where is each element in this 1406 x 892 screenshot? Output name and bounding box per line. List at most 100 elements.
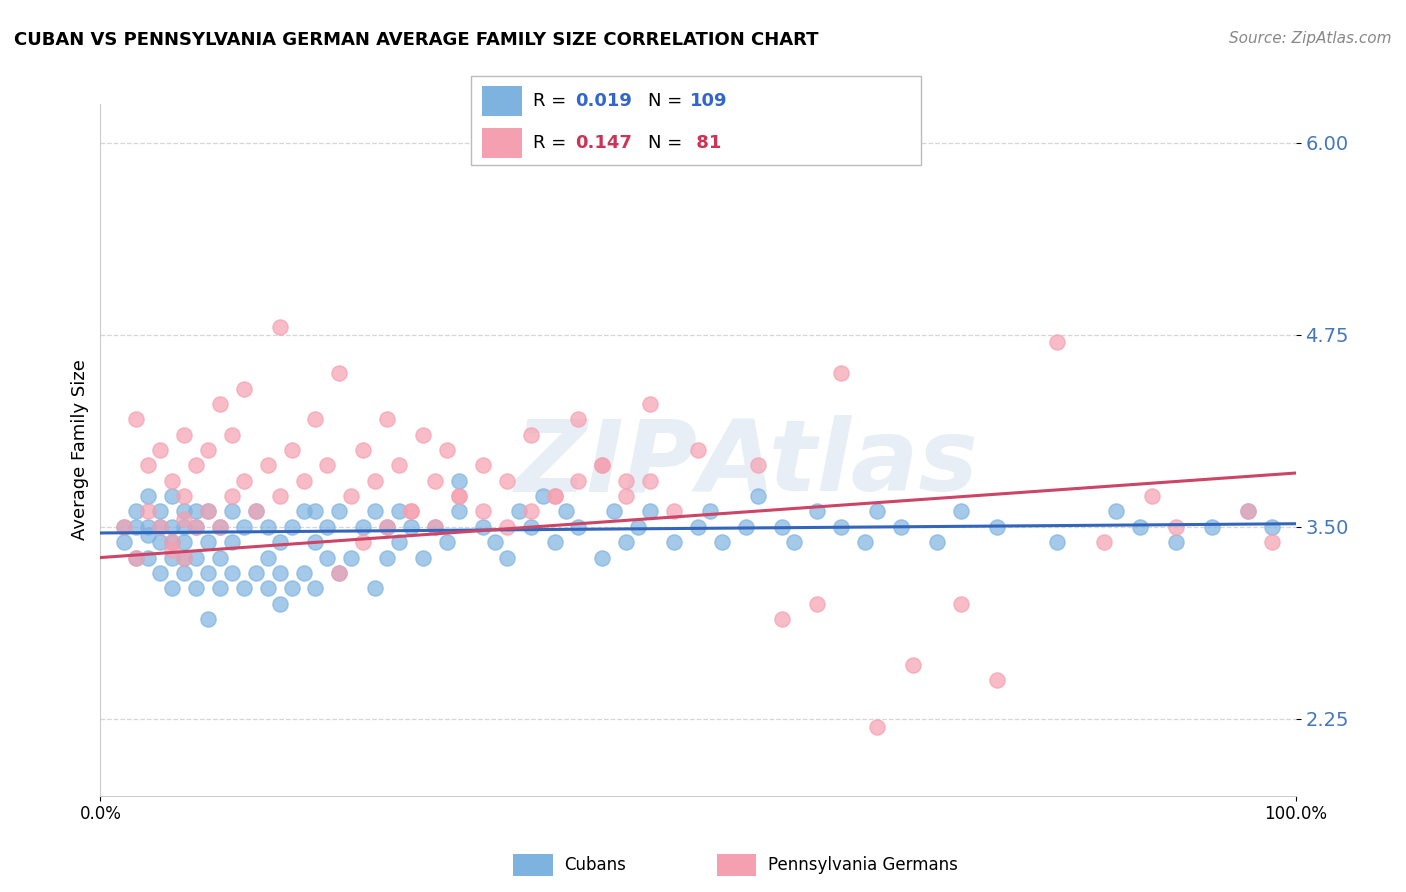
- Point: [1105, 504, 1128, 518]
- Point: [471, 504, 494, 518]
- Point: [710, 535, 733, 549]
- Point: [1201, 520, 1223, 534]
- Point: [269, 597, 291, 611]
- Point: [866, 720, 889, 734]
- Point: [555, 504, 578, 518]
- Point: [208, 582, 231, 596]
- Text: N =: N =: [648, 92, 688, 110]
- Point: [136, 504, 159, 518]
- Point: [232, 474, 254, 488]
- Point: [471, 458, 494, 473]
- Point: [208, 520, 231, 534]
- Text: N =: N =: [648, 134, 688, 152]
- Point: [890, 520, 912, 534]
- Point: [352, 520, 374, 534]
- Point: [316, 458, 339, 473]
- Point: [136, 527, 159, 541]
- Point: [662, 504, 685, 518]
- Point: [806, 504, 828, 518]
- Point: [495, 520, 517, 534]
- Point: [699, 504, 721, 518]
- Point: [221, 427, 243, 442]
- Point: [519, 520, 541, 534]
- Point: [614, 535, 637, 549]
- Point: [136, 458, 159, 473]
- Point: [436, 442, 458, 457]
- Point: [292, 566, 315, 580]
- Point: [901, 658, 924, 673]
- Point: [388, 458, 411, 473]
- Point: [269, 320, 291, 334]
- Point: [173, 550, 195, 565]
- Point: [221, 535, 243, 549]
- Point: [388, 535, 411, 549]
- Point: [484, 535, 506, 549]
- Point: [184, 458, 207, 473]
- Point: [173, 535, 195, 549]
- Text: R =: R =: [533, 92, 572, 110]
- Point: [112, 535, 135, 549]
- Point: [352, 535, 374, 549]
- Point: [173, 566, 195, 580]
- Point: [136, 489, 159, 503]
- Point: [232, 382, 254, 396]
- Point: [125, 550, 148, 565]
- Point: [830, 520, 852, 534]
- Point: [531, 489, 554, 503]
- Point: [782, 535, 804, 549]
- Point: [125, 412, 148, 426]
- Point: [614, 474, 637, 488]
- Point: [184, 520, 207, 534]
- Text: Source: ZipAtlas.com: Source: ZipAtlas.com: [1229, 31, 1392, 46]
- Point: [495, 550, 517, 565]
- Point: [638, 474, 661, 488]
- Point: [447, 489, 470, 503]
- Point: [160, 582, 183, 596]
- Point: [603, 504, 626, 518]
- Point: [208, 550, 231, 565]
- Point: [614, 489, 637, 503]
- Point: [232, 582, 254, 596]
- Point: [770, 612, 793, 626]
- Point: [304, 412, 326, 426]
- Point: [853, 535, 876, 549]
- Point: [471, 520, 494, 534]
- Point: [160, 542, 183, 557]
- Point: [280, 582, 302, 596]
- Point: [567, 520, 589, 534]
- Point: [806, 597, 828, 611]
- Point: [986, 520, 1008, 534]
- Text: Pennsylvania Germans: Pennsylvania Germans: [768, 856, 957, 874]
- Point: [269, 535, 291, 549]
- Point: [221, 566, 243, 580]
- Point: [986, 673, 1008, 688]
- Text: R =: R =: [533, 134, 572, 152]
- Point: [292, 474, 315, 488]
- Point: [412, 427, 434, 442]
- Point: [567, 412, 589, 426]
- Point: [638, 504, 661, 518]
- Point: [375, 550, 398, 565]
- Point: [949, 597, 972, 611]
- Point: [328, 566, 350, 580]
- Point: [423, 520, 446, 534]
- Point: [256, 458, 278, 473]
- Point: [328, 366, 350, 380]
- Point: [340, 550, 363, 565]
- Point: [304, 504, 326, 518]
- Point: [591, 458, 613, 473]
- Point: [316, 550, 339, 565]
- Point: [184, 520, 207, 534]
- Text: 81: 81: [690, 134, 721, 152]
- Point: [136, 520, 159, 534]
- Point: [1260, 520, 1282, 534]
- Text: Cubans: Cubans: [564, 856, 626, 874]
- Point: [543, 535, 565, 549]
- Point: [292, 504, 315, 518]
- Point: [495, 474, 517, 488]
- Point: [173, 520, 195, 534]
- Point: [1236, 504, 1258, 518]
- Text: 0.019: 0.019: [575, 92, 631, 110]
- Point: [1140, 489, 1163, 503]
- Y-axis label: Average Family Size: Average Family Size: [72, 359, 89, 541]
